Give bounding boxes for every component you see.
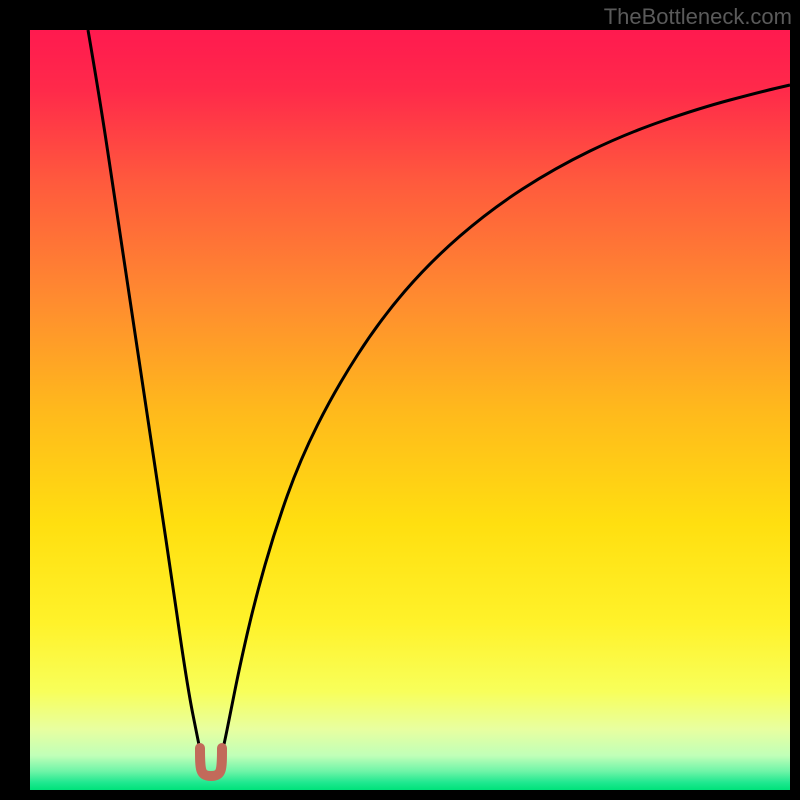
bottleneck-curve-chart [0,0,800,800]
plot-background-gradient [30,30,790,790]
chart-container: { "watermark_text": "TheBottleneck.com",… [0,0,800,800]
watermark-text: TheBottleneck.com [604,4,792,30]
